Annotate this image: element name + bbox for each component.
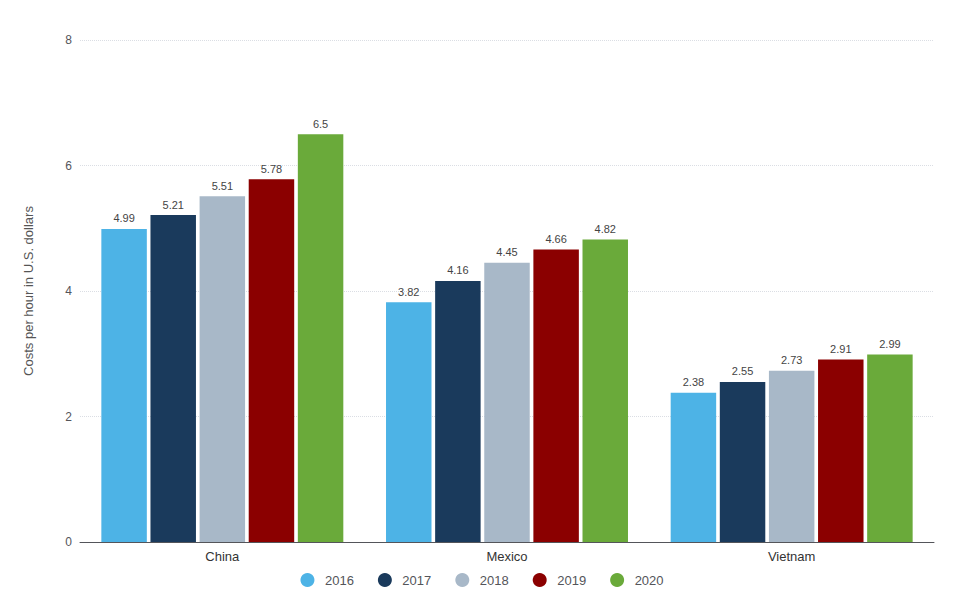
svg-text:China: China bbox=[205, 549, 240, 564]
svg-text:2: 2 bbox=[65, 410, 72, 424]
svg-text:3.82: 3.82 bbox=[398, 286, 419, 298]
svg-text:2.38: 2.38 bbox=[683, 376, 704, 388]
svg-text:4.99: 4.99 bbox=[113, 212, 134, 224]
svg-text:4.45: 4.45 bbox=[496, 246, 517, 258]
svg-text:2.99: 2.99 bbox=[879, 338, 900, 350]
svg-text:Mexico: Mexico bbox=[486, 549, 527, 564]
svg-text:6: 6 bbox=[65, 159, 72, 173]
svg-text:0: 0 bbox=[65, 535, 72, 549]
svg-text:4: 4 bbox=[65, 284, 72, 298]
svg-text:2017: 2017 bbox=[402, 573, 431, 588]
svg-text:5.21: 5.21 bbox=[163, 199, 184, 211]
svg-text:5.78: 5.78 bbox=[261, 163, 282, 175]
svg-text:2018: 2018 bbox=[480, 573, 509, 588]
svg-text:2.91: 2.91 bbox=[830, 343, 851, 355]
svg-text:4.66: 4.66 bbox=[545, 233, 566, 245]
svg-text:2.73: 2.73 bbox=[781, 354, 802, 366]
svg-text:2019: 2019 bbox=[557, 573, 586, 588]
svg-text:4.82: 4.82 bbox=[595, 223, 616, 235]
svg-text:Vietnam: Vietnam bbox=[768, 549, 815, 564]
svg-text:2016: 2016 bbox=[325, 573, 354, 588]
svg-text:2.55: 2.55 bbox=[732, 365, 753, 377]
svg-text:6.5: 6.5 bbox=[313, 118, 328, 130]
svg-text:5.51: 5.51 bbox=[212, 180, 233, 192]
svg-text:4.16: 4.16 bbox=[447, 264, 468, 276]
svg-text:Costs per hour in U.S. dollars: Costs per hour in U.S. dollars bbox=[21, 206, 36, 376]
svg-text:2020: 2020 bbox=[635, 573, 664, 588]
svg-text:8: 8 bbox=[65, 33, 72, 47]
